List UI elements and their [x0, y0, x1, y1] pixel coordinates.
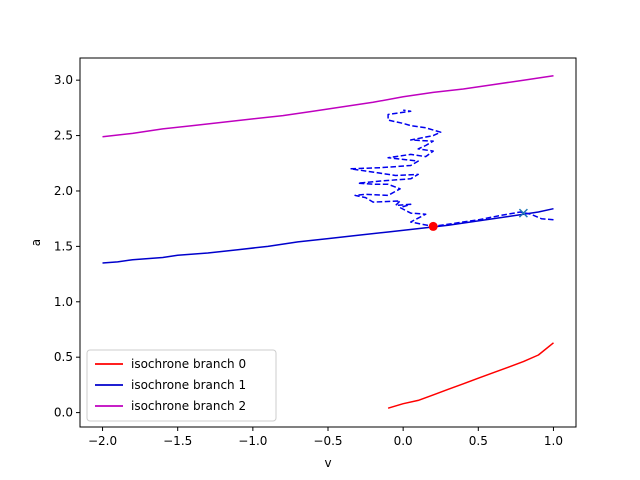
legend-label: isochrone branch 0 [131, 357, 246, 371]
legend-label: isochrone branch 2 [131, 399, 246, 413]
y-tick-label: 1.0 [54, 295, 73, 309]
series-line-0 [387, 342, 554, 409]
legend-box [86, 349, 277, 422]
y-tick-label: 0.0 [54, 406, 73, 420]
x-axis-label: v [324, 456, 331, 470]
legend: isochrone branch 0 isochrone branch 1 isoc… [86, 349, 277, 422]
x-tick-label: 1.0 [544, 434, 563, 448]
y-axis-ticks: 0.0 0.5 1.0 1.5 2.0 2.5 3.0 [54, 73, 80, 420]
x-tick-label: 0.5 [469, 434, 488, 448]
x-tick-label: −1.5 [163, 434, 192, 448]
marker-point-1 [518, 208, 528, 218]
series-line-2 [102, 74, 554, 138]
y-tick-label: 2.0 [54, 184, 73, 198]
y-tick-label: 3.0 [54, 73, 73, 87]
axes-frame [79, 57, 577, 428]
y-tick-label: 0.5 [54, 350, 73, 364]
y-tick-label: 1.5 [54, 239, 73, 253]
plot-content [102, 74, 554, 409]
legend-label: isochrone branch 1 [131, 378, 246, 392]
x-tick-label: −2.0 [88, 434, 117, 448]
series-line-3 [349, 109, 554, 228]
y-tick-label: 2.5 [54, 129, 73, 143]
x-tick-label: −0.5 [313, 434, 342, 448]
x-axis-ticks: −2.0 −1.5 −1.0 −0.5 0.0 0.5 1.0 [88, 427, 563, 448]
marker-point-0 [428, 221, 438, 231]
y-axis-label: a [29, 239, 43, 246]
x-tick-label: 0.0 [394, 434, 413, 448]
series-line-1 [102, 207, 554, 264]
x-tick-label: −1.0 [238, 434, 267, 448]
